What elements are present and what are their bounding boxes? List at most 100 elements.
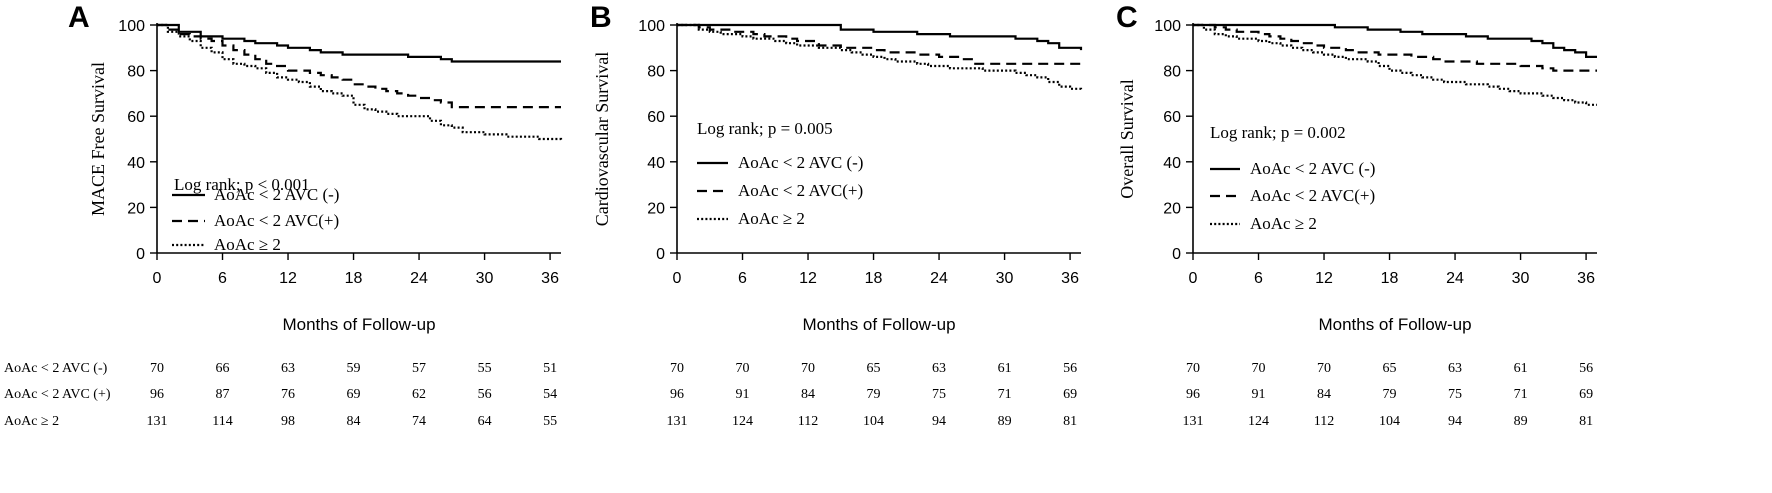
risk-count: 70 bbox=[1252, 361, 1266, 376]
x-tick-label: 24 bbox=[930, 270, 948, 287]
y-tick-label: 60 bbox=[1163, 109, 1181, 126]
legend-label: AoAc ≥ 2 bbox=[1250, 214, 1317, 233]
y-tick-label: 100 bbox=[118, 18, 145, 35]
risk-count: 69 bbox=[347, 387, 361, 402]
risk-count: 91 bbox=[1252, 387, 1266, 402]
legend-label: AoAc < 2 AVC(+) bbox=[1250, 186, 1375, 205]
risk-count: 98 bbox=[281, 414, 295, 429]
series-line-solid bbox=[157, 23, 561, 63]
x-tick-label: 0 bbox=[153, 270, 162, 287]
risk-count: 61 bbox=[998, 361, 1012, 376]
risk-count: 131 bbox=[147, 414, 168, 429]
risk-count: 62 bbox=[412, 387, 426, 402]
risk-count: 59 bbox=[347, 361, 361, 376]
legend-label: AoAc < 2 AVC(+) bbox=[214, 211, 339, 230]
risk-count: 87 bbox=[216, 387, 230, 402]
x-tick-label: 18 bbox=[1381, 270, 1399, 287]
risk-count: 55 bbox=[543, 414, 557, 429]
y-tick-label: 40 bbox=[127, 155, 145, 172]
y-tick-label: 0 bbox=[1172, 246, 1181, 263]
x-tick-label: 12 bbox=[1315, 270, 1333, 287]
risk-count: 71 bbox=[1514, 387, 1528, 402]
risk-row-label: AoAc < 2 AVC (+) bbox=[4, 387, 111, 402]
x-tick-label: 12 bbox=[799, 270, 817, 287]
risk-count: 63 bbox=[281, 361, 295, 376]
y-axis-label: Overall Survival bbox=[1117, 79, 1137, 198]
x-tick-label: 0 bbox=[673, 270, 682, 287]
y-tick-label: 0 bbox=[136, 246, 145, 263]
panel-letter: C bbox=[1116, 1, 1138, 34]
risk-count: 89 bbox=[998, 414, 1012, 429]
x-tick-label: 24 bbox=[1446, 270, 1464, 287]
risk-count: 63 bbox=[932, 361, 946, 376]
risk-count: 70 bbox=[1317, 361, 1331, 376]
risk-count: 104 bbox=[1379, 414, 1400, 429]
risk-row-label: AoAc ≥ 2 bbox=[4, 414, 59, 429]
series-line-dashed bbox=[1193, 23, 1597, 72]
y-tick-label: 20 bbox=[127, 200, 145, 217]
risk-count: 70 bbox=[1186, 361, 1200, 376]
risk-count: 96 bbox=[150, 387, 164, 402]
series-line-dotted bbox=[1193, 23, 1597, 106]
risk-count: 91 bbox=[736, 387, 750, 402]
y-axis-label: Cardiovascular Survival bbox=[592, 52, 612, 226]
y-tick-label: 60 bbox=[647, 109, 665, 126]
risk-count: 66 bbox=[216, 361, 230, 376]
risk-count: 94 bbox=[932, 414, 946, 429]
series-line-dotted bbox=[677, 23, 1083, 92]
panel-a: A MACE Free Survival 0 20 40 60 80 100 0 6 12 18 24 3… bbox=[4, 1, 563, 429]
risk-count: 96 bbox=[1186, 387, 1200, 402]
risk-count: 75 bbox=[1448, 387, 1462, 402]
risk-count: 112 bbox=[798, 414, 818, 429]
risk-count: 131 bbox=[1183, 414, 1204, 429]
risk-count: 56 bbox=[1579, 361, 1593, 376]
panel-c: C Overall Survival 0 20 40 60 80 100 0 6 12 18 24 30 3… bbox=[1116, 1, 1597, 429]
risk-count: 124 bbox=[732, 414, 753, 429]
risk-count: 79 bbox=[1383, 387, 1397, 402]
risk-count: 94 bbox=[1448, 414, 1462, 429]
x-tick-label: 6 bbox=[738, 270, 747, 287]
risk-count: 70 bbox=[736, 361, 750, 376]
risk-count: 84 bbox=[801, 387, 815, 402]
legend-label: AoAc < 2 AVC (-) bbox=[1250, 159, 1375, 178]
x-axis-label: Months of Follow-up bbox=[282, 315, 435, 334]
risk-count: 84 bbox=[347, 414, 361, 429]
risk-count: 51 bbox=[543, 361, 557, 376]
x-tick-label: 36 bbox=[541, 270, 559, 287]
risk-count: 70 bbox=[150, 361, 164, 376]
legend-label: AoAc < 2 AVC(+) bbox=[738, 181, 863, 200]
x-tick-label: 12 bbox=[279, 270, 297, 287]
x-tick-label: 6 bbox=[1254, 270, 1263, 287]
risk-count: 69 bbox=[1579, 387, 1593, 402]
risk-count: 89 bbox=[1514, 414, 1528, 429]
legend-label: AoAc ≥ 2 bbox=[214, 235, 281, 254]
x-tick-label: 30 bbox=[476, 270, 494, 287]
risk-count: 64 bbox=[478, 414, 492, 429]
risk-count: 81 bbox=[1063, 414, 1077, 429]
risk-count: 65 bbox=[867, 361, 881, 376]
y-tick-label: 20 bbox=[647, 200, 665, 217]
risk-count: 57 bbox=[412, 361, 426, 376]
log-rank-annotation: Log rank; p = 0.002 bbox=[1210, 123, 1346, 142]
panel-letter: A bbox=[68, 1, 90, 34]
series-line-solid bbox=[677, 23, 1083, 51]
y-tick-label: 60 bbox=[127, 109, 145, 126]
y-tick-label: 100 bbox=[638, 18, 665, 35]
y-tick-label: 80 bbox=[127, 64, 145, 81]
risk-count: 104 bbox=[863, 414, 884, 429]
x-axis-label: Months of Follow-up bbox=[802, 315, 955, 334]
legend-label: AoAc < 2 AVC (-) bbox=[214, 185, 339, 204]
y-tick-label: 0 bbox=[656, 246, 665, 263]
risk-count: 63 bbox=[1448, 361, 1462, 376]
y-tick-label: 100 bbox=[1154, 18, 1181, 35]
x-tick-label: 30 bbox=[996, 270, 1014, 287]
risk-row-label: AoAc < 2 AVC (-) bbox=[4, 361, 108, 376]
risk-count: 56 bbox=[1063, 361, 1077, 376]
risk-count: 70 bbox=[670, 361, 684, 376]
series-line-solid bbox=[1193, 23, 1597, 58]
x-tick-label: 0 bbox=[1189, 270, 1198, 287]
x-tick-label: 36 bbox=[1061, 270, 1079, 287]
series-line-dashed bbox=[677, 23, 1081, 65]
risk-count: 74 bbox=[412, 414, 426, 429]
